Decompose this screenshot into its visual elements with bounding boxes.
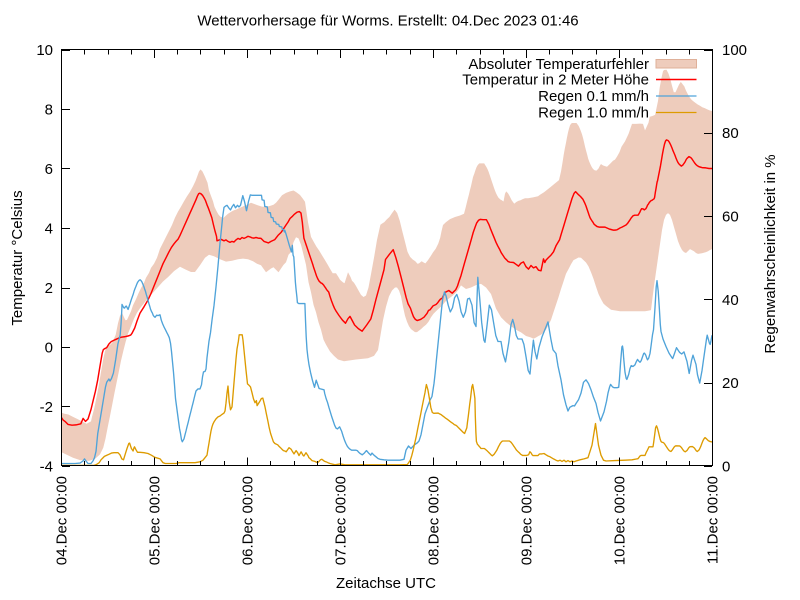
svg-text:Zeitachse UTC: Zeitachse UTC	[336, 575, 436, 592]
svg-text:10.Dec 00:00: 10.Dec 00:00	[612, 476, 629, 565]
svg-text:-4: -4	[40, 458, 53, 475]
svg-text:2: 2	[45, 280, 53, 297]
svg-text:09.Dec 00:00: 09.Dec 00:00	[519, 476, 536, 565]
svg-text:0: 0	[722, 458, 730, 475]
svg-text:60: 60	[722, 209, 739, 226]
svg-text:Absoluter Temperaturfehler: Absoluter Temperaturfehler	[468, 56, 649, 73]
svg-text:Regenwahrscheinlichkeit in %: Regenwahrscheinlichkeit in %	[762, 154, 779, 353]
svg-text:05.Dec 00:00: 05.Dec 00:00	[147, 476, 164, 565]
svg-text:8: 8	[45, 101, 53, 118]
svg-text:Temperatur in 2 Meter Höhe: Temperatur in 2 Meter Höhe	[462, 72, 649, 89]
svg-text:Temperatur °Celsius: Temperatur °Celsius	[9, 190, 26, 325]
svg-text:Regen 1.0 mm/h: Regen 1.0 mm/h	[538, 105, 649, 122]
svg-text:07.Dec 00:00: 07.Dec 00:00	[333, 476, 350, 565]
svg-text:40: 40	[722, 292, 739, 309]
svg-text:4: 4	[45, 220, 53, 237]
svg-text:06.Dec 00:00: 06.Dec 00:00	[240, 476, 257, 565]
svg-text:10: 10	[36, 42, 53, 59]
svg-text:04.Dec 00:00: 04.Dec 00:00	[54, 476, 71, 565]
svg-text:100: 100	[722, 42, 747, 59]
svg-text:-2: -2	[40, 399, 53, 416]
svg-text:08.Dec 00:00: 08.Dec 00:00	[426, 476, 443, 565]
svg-text:80: 80	[722, 125, 739, 142]
svg-text:6: 6	[45, 161, 53, 178]
svg-text:Wettervorhersage für Worms. Er: Wettervorhersage für Worms. Erstellt: 04…	[197, 13, 578, 30]
svg-text:20: 20	[722, 375, 739, 392]
svg-text:0: 0	[45, 339, 53, 356]
svg-text:11.Dec 00:00: 11.Dec 00:00	[705, 476, 722, 564]
svg-text:Regen 0.1 mm/h: Regen 0.1 mm/h	[538, 88, 649, 105]
